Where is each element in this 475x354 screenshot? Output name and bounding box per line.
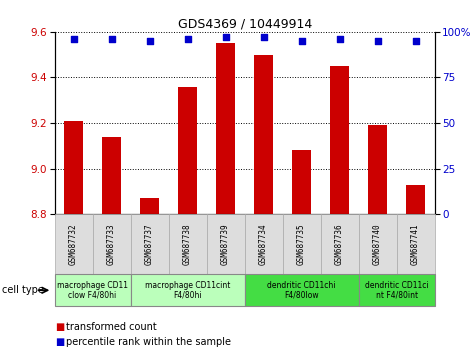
Bar [292,150,311,214]
Point [412,38,419,44]
Point [374,38,381,44]
Point [260,34,267,40]
Bar [131,274,245,306]
Point [108,36,115,42]
Bar [216,43,235,214]
Point [336,36,343,42]
Text: GSM687736: GSM687736 [335,223,344,265]
Bar [169,214,207,274]
Bar [245,274,359,306]
Bar [102,137,121,214]
Point [70,36,77,42]
Text: dendritic CD11ci
nt F4/80int: dendritic CD11ci nt F4/80int [365,281,428,300]
Text: GSM687734: GSM687734 [259,223,268,265]
Point [184,36,191,42]
Bar [283,214,321,274]
Bar [55,274,131,306]
Text: macrophage CD11
clow F4/80hi: macrophage CD11 clow F4/80hi [57,281,128,300]
Bar [397,214,435,274]
Text: dendritic CD11chi
F4/80low: dendritic CD11chi F4/80low [267,281,336,300]
Text: percentile rank within the sample: percentile rank within the sample [66,337,231,347]
Text: GSM687741: GSM687741 [411,223,420,265]
Text: GSM687735: GSM687735 [297,223,306,265]
Bar [207,214,245,274]
Bar [55,214,93,274]
Text: cell type: cell type [2,285,44,295]
Bar [64,121,83,214]
Text: transformed count: transformed count [66,322,157,332]
Text: GSM687737: GSM687737 [145,223,154,265]
Title: GDS4369 / 10449914: GDS4369 / 10449914 [178,18,312,31]
Bar [330,66,349,214]
Text: macrophage CD11cint
F4/80hi: macrophage CD11cint F4/80hi [145,281,230,300]
Bar [245,214,283,274]
Text: ■: ■ [55,337,64,347]
Text: GSM687739: GSM687739 [221,223,230,265]
Point [146,38,153,44]
Bar [406,184,425,214]
Bar [368,125,387,214]
Bar [140,198,159,214]
Bar [359,274,435,306]
Bar [178,86,197,214]
Point [222,34,229,40]
Text: GSM687738: GSM687738 [183,223,192,265]
Bar [93,214,131,274]
Text: GSM687732: GSM687732 [69,223,78,265]
Bar [254,55,273,214]
Bar [359,214,397,274]
Point [298,38,305,44]
Text: GSM687740: GSM687740 [373,223,382,265]
Text: ■: ■ [55,322,64,332]
Text: GSM687733: GSM687733 [107,223,116,265]
Bar [321,214,359,274]
Bar [131,214,169,274]
